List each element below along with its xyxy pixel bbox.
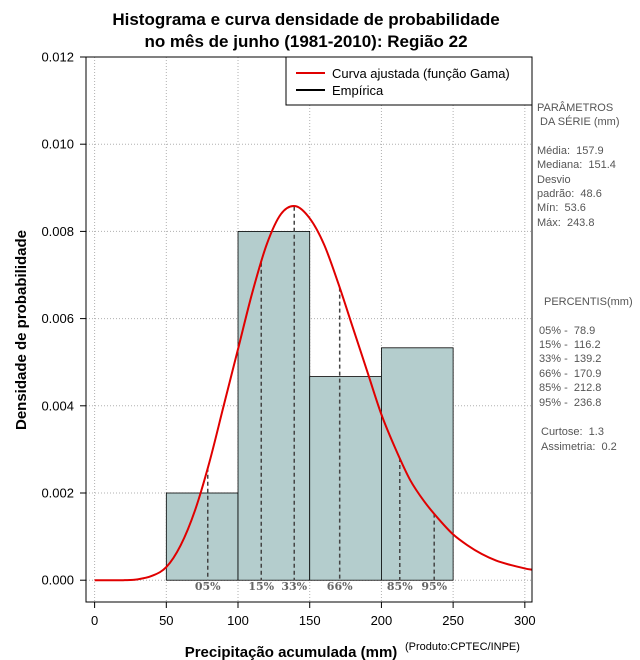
percentil-33: 33% - 139.2 — [539, 353, 601, 365]
x-axis-label: Precipitação acumulada (mm) — [185, 644, 398, 660]
percentil-95: 95% - 236.8 — [539, 397, 601, 409]
percentile-label-66%: 66% — [327, 580, 353, 593]
param-median: Mediana: 151.4 — [537, 159, 616, 171]
histogram-bar-1 — [237, 230, 311, 581]
y-tick-label-5: 0.010 — [41, 137, 74, 152]
legend-empirical-label: Empírica — [332, 83, 384, 98]
x-tick-label-5: 250 — [442, 613, 464, 628]
legend-box — [285, 56, 533, 106]
y-tick-label-0: 0.000 — [41, 573, 74, 588]
histogram-bar-3 — [381, 347, 454, 581]
chart-title-line-1: Histograma e curva densidade de probabil… — [112, 10, 499, 29]
x-tick-label-2: 100 — [227, 613, 249, 628]
histogram-bar-2 — [309, 376, 382, 581]
y-tick-label-6: 0.012 — [41, 50, 74, 65]
credit-text: (Produto:CPTEC/INPE) — [405, 641, 520, 653]
percentile-label-15%: 15% — [248, 580, 274, 593]
percentile-label-33%: 33% — [281, 580, 307, 593]
histogram-bar-0 — [165, 492, 239, 581]
percentil-15: 15% - 116.2 — [539, 339, 601, 351]
x-tick-label-4: 200 — [371, 613, 393, 628]
y-axis: 0.000 0.002 0.004 0.006 0.008 0.010 0.012 — [41, 50, 86, 588]
x-tick-label-3: 150 — [299, 613, 321, 628]
percentis-heading: PERCENTIS(mm) — [544, 296, 633, 308]
percentile-lines — [207, 206, 435, 581]
x-tick-label-1: 50 — [159, 613, 173, 628]
param-min: Mín: 53.6 — [537, 202, 586, 214]
param-std: padrão: 48.6 — [537, 188, 602, 200]
params-heading-line-2: DA SÉRIE (mm) — [537, 115, 620, 128]
gamma-curve — [94, 204, 533, 582]
x-tick-label-0: 0 — [91, 613, 98, 628]
y-tick-label-2: 0.004 — [41, 398, 74, 413]
chart-title-line-2: no mês de junho (1981-2010): Região 22 — [144, 32, 467, 51]
stat-kurtosis: Curtose: 1.3 — [541, 426, 604, 438]
x-axis: 0 50 100 150 200 250 300 — [91, 602, 536, 628]
params-heading-line-1: PARÂMETROS — [537, 101, 613, 114]
param-mean: Média: 157.9 — [537, 145, 604, 157]
y-tick-label-3: 0.006 — [41, 311, 74, 326]
legend: Curva ajustada (função Gama) Empírica — [285, 56, 533, 106]
param-max: Máx: 243.8 — [537, 217, 594, 229]
gamma-curve-layer — [94, 204, 533, 582]
y-axis-label: Densidade de probabilidade — [13, 230, 30, 430]
histogram-bars — [165, 230, 454, 581]
param-std-label: Desvio — [537, 174, 571, 186]
stat-skewness: Assimetria: 0.2 — [541, 441, 617, 453]
percentile-label-05%: 05% — [195, 580, 221, 593]
legend-curve-label: Curva ajustada (função Gama) — [332, 66, 510, 81]
y-tick-label-4: 0.008 — [41, 224, 74, 239]
percentile-labels: 05% 15% 33% 66% 85% 95% — [195, 580, 448, 593]
percentile-label-85%: 85% — [387, 580, 413, 593]
percentil-66: 66% - 170.9 — [539, 368, 601, 380]
percentil-05: 05% - 78.9 — [539, 325, 595, 337]
y-tick-label-1: 0.002 — [41, 486, 74, 501]
x-tick-label-6: 300 — [514, 613, 536, 628]
percentil-85: 85% - 212.8 — [539, 382, 601, 394]
percentile-label-95%: 95% — [421, 580, 447, 593]
series-statistics-panel: PARÂMETROS DA SÉRIE (mm) Média: 157.9 Me… — [537, 101, 633, 453]
